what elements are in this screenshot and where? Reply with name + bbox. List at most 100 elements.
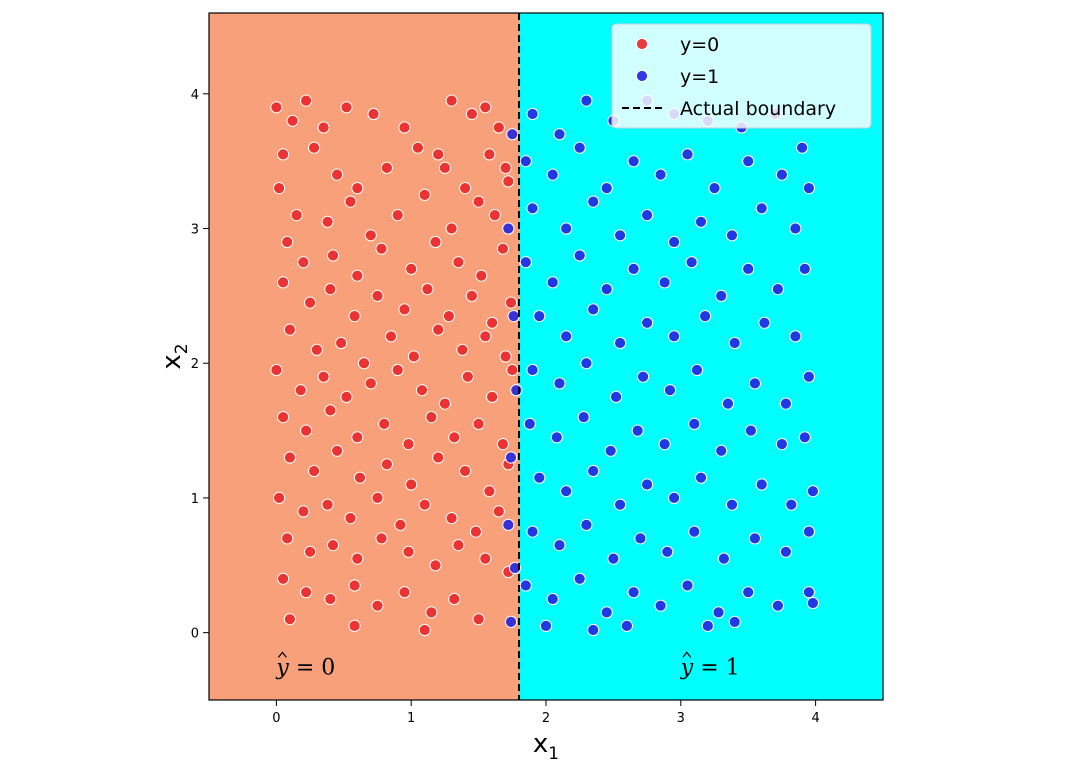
point-y-0	[371, 289, 384, 302]
point-y-0	[486, 316, 499, 329]
point-y-0	[367, 107, 380, 121]
point-y-0	[472, 613, 485, 626]
point-y-0	[483, 485, 496, 498]
point-y-0	[283, 451, 296, 464]
y-tick-label: 4	[191, 88, 199, 103]
point-y-1	[806, 485, 820, 498]
y-tick-label: 1	[191, 492, 199, 507]
legend: y=0 y=1 Actual boundary	[611, 23, 872, 129]
point-y-0	[364, 377, 377, 390]
point-y-0	[371, 491, 384, 504]
point-y-0	[438, 161, 451, 174]
point-y-0	[469, 525, 482, 538]
point-y-0	[344, 512, 357, 525]
point-y-0	[475, 269, 488, 282]
point-y-1	[587, 464, 600, 478]
point-y-0	[445, 512, 458, 525]
point-y-0	[456, 343, 469, 356]
point-y-0	[402, 438, 415, 451]
point-y-0	[317, 121, 330, 134]
point-y-0	[273, 491, 286, 504]
point-y-0	[418, 498, 431, 511]
point-y-1	[580, 357, 593, 370]
point-y-0	[394, 518, 407, 532]
x-tick-label: 3	[677, 711, 685, 726]
point-y-1	[744, 424, 758, 437]
point-y-1	[553, 539, 566, 552]
point-y-0	[492, 505, 505, 518]
point-y-0	[502, 175, 515, 188]
point-y-1	[587, 623, 600, 637]
point-y-1	[502, 222, 515, 235]
x-axis-label: x1	[533, 729, 559, 764]
point-y-0	[398, 121, 411, 134]
point-y-0	[304, 296, 317, 309]
point-y-1	[526, 363, 539, 377]
point-y-1	[526, 107, 539, 121]
point-y-0	[402, 545, 415, 558]
y-tick-label: 2	[191, 357, 199, 372]
point-y-0	[351, 431, 364, 444]
point-y-1	[519, 155, 532, 168]
x-axis-label-var: x	[533, 729, 548, 759]
point-y-1	[685, 256, 698, 269]
point-y-1	[641, 478, 654, 491]
point-y-1	[694, 471, 708, 484]
point-y-0	[304, 545, 317, 558]
point-y-1	[694, 215, 708, 228]
point-y-0	[308, 141, 321, 154]
point-y-1	[688, 417, 701, 430]
point-y-1	[508, 561, 522, 575]
point-y-0	[378, 417, 391, 430]
point-y-0	[300, 424, 313, 437]
point-y-0	[340, 390, 353, 403]
point-y-0	[324, 592, 337, 606]
legend-box	[611, 23, 872, 129]
point-y-0	[432, 148, 445, 161]
point-y-0	[326, 249, 340, 262]
point-y-1	[533, 310, 546, 323]
point-y-1	[771, 599, 785, 612]
point-y-0	[465, 289, 478, 302]
point-y-0	[270, 101, 283, 114]
y-tick-label: 0	[191, 627, 199, 642]
y-tick-label: 3	[191, 223, 199, 238]
point-y-0	[380, 458, 393, 471]
point-y-0	[459, 464, 472, 478]
point-y-0	[418, 623, 431, 637]
point-y-1	[523, 417, 536, 430]
point-y-1	[560, 222, 573, 235]
point-y-0	[407, 350, 420, 363]
point-y-1	[758, 316, 771, 329]
point-y-1	[614, 336, 627, 350]
x-tick-label: 1	[407, 711, 415, 726]
point-y-1	[587, 195, 600, 208]
y-axis-label: x2	[157, 343, 192, 369]
point-y-1	[573, 572, 586, 585]
point-y-0	[461, 370, 474, 383]
point-y-0	[506, 363, 519, 377]
point-y-0	[425, 606, 438, 619]
hat-icon	[682, 651, 692, 658]
point-y-0	[270, 363, 283, 377]
point-y-0	[348, 619, 361, 633]
point-y-0	[277, 148, 290, 161]
point-y-1	[748, 532, 762, 545]
point-y-1	[668, 330, 681, 343]
point-y-0	[300, 94, 313, 107]
point-y-1	[717, 552, 731, 565]
region-label-0: y = 0	[275, 655, 335, 680]
point-y-1	[553, 377, 566, 390]
point-y-0	[438, 397, 451, 410]
point-y-1	[573, 141, 586, 154]
point-y-0	[405, 262, 418, 275]
point-y-1	[654, 168, 667, 181]
region-label-var: y	[680, 655, 694, 680]
point-y-1	[546, 168, 559, 181]
point-y-1	[802, 586, 816, 599]
point-y-0	[357, 357, 371, 370]
point-y-1	[553, 128, 566, 141]
point-y-1	[715, 444, 728, 457]
point-y-0	[479, 330, 492, 343]
point-y-0	[351, 552, 364, 565]
